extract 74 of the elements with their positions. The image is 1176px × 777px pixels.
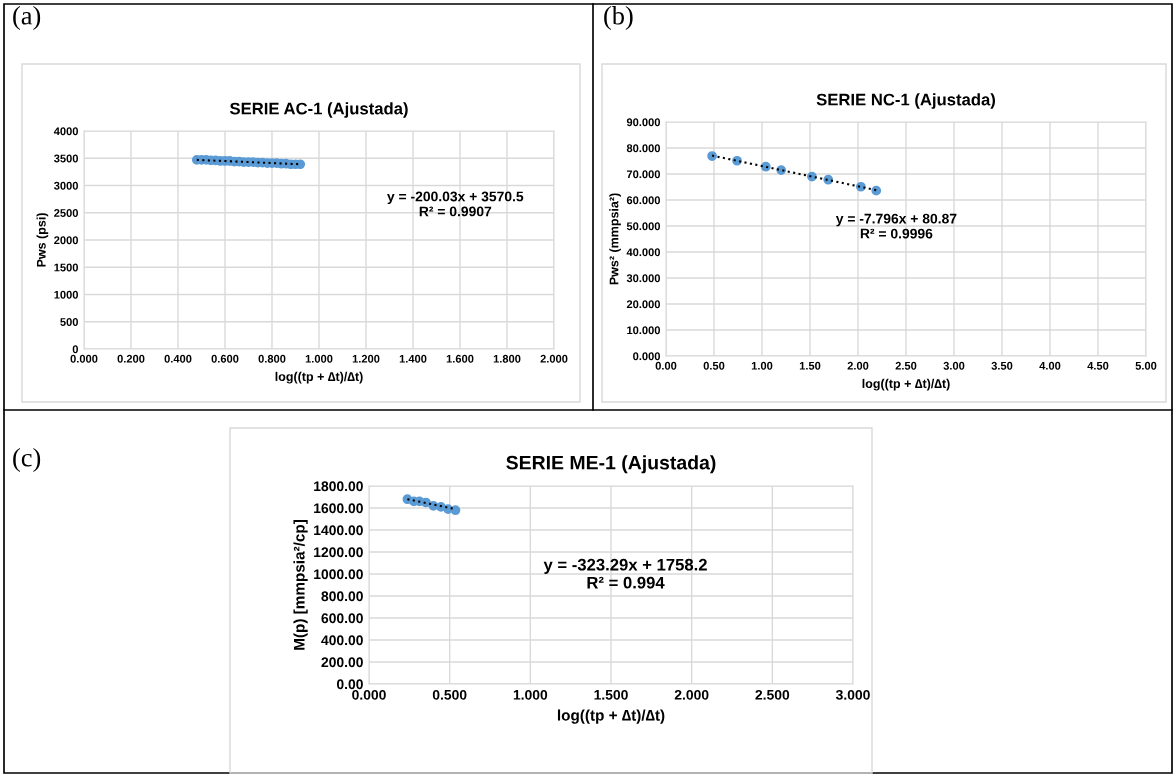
x-tick-label: 1.50 [799,361,821,370]
x-tick-label: 2.000 [674,689,709,700]
x-tick-label: 1.000 [305,354,333,363]
y-tick-label: 1600.00 [314,503,363,514]
x-tick-label: 2.50 [895,361,917,370]
x-tick-label: 1.600 [446,354,474,363]
x-tick-label: 0.50 [703,361,725,370]
y-axis-title: Pws (psi) [36,213,49,267]
y-axis-title: M(p) [mmpsia²/cp] [293,520,308,650]
y-tick-label: 70.000 [626,170,660,179]
chart-title: SERIE ME-1 (Ajustada) [506,455,716,474]
y-tick-label: 1800.00 [314,481,363,492]
x-tick-label: 5.00 [1135,361,1157,370]
x-tick-label: 1.400 [399,354,427,363]
x-tick-label: 1.000 [513,689,548,700]
y-tick-label: 60.000 [626,196,660,205]
text: (c) [13,448,41,472]
y-tick-label: 1500 [54,263,78,272]
x-tick-label: 3.000 [835,689,870,700]
x-axis-title: log((tp + ∆t)/∆t) [862,378,950,391]
x-tick-label: 0.500 [432,689,467,700]
y-tick-label: 10.000 [627,326,660,335]
y-tick-label: 2000 [54,236,78,245]
y-tick-label: 1000 [54,290,78,299]
chart-title: SERIE AC-1 (Ajustada) [229,102,408,118]
x-tick-label: 0.400 [164,354,192,363]
y-tick-label: 3000 [53,181,78,190]
x-tick-label: 0.00 [655,361,677,370]
annotation: y = -200.03x + 3570.5 R² = 0.9907 [387,191,524,217]
text: (b) [604,6,633,30]
x-tick-label: 0.000 [352,689,386,700]
y-tick-label: 500 [60,318,78,326]
y-tick-label: 800.00 [321,591,363,602]
y-tick-label: 200.00 [321,657,363,668]
x-axis-title: log((tp + ∆t)/∆t) [557,709,665,724]
x-tick-label: 0.600 [211,354,239,363]
y-tick-label: 3500 [53,154,78,163]
x-tick-label: 3.50 [991,361,1013,370]
y-tick-label: 400.00 [321,635,363,646]
chart-title: SERIE NC-1 (Ajustada) [816,93,995,109]
y-tick-label: 0.00 [336,679,363,690]
y-tick-label: 80.000 [626,144,660,153]
x-tick-label: 4.00 [1039,361,1061,370]
y-tick-label: 1200.00 [314,547,363,558]
x-tick-label: 1.500 [594,689,628,700]
annotation: y = -7.796x + 80.87 R² = 0.9996 [835,213,957,239]
x-axis-title: log((tp + ∆t)/∆t) [275,371,363,384]
x-tick-label: 2.000 [540,354,568,363]
y-tick-label: 40.000 [626,248,660,257]
y-tick-label: 1400.00 [314,525,363,536]
y-tick-label: 600.00 [321,613,363,624]
y-axis-title: Pws² (mmpsia²) [609,193,621,285]
y-tick-label: 4000 [53,127,78,136]
point [450,505,461,516]
y-tick-label: 90.000 [626,118,660,127]
text: (a) [13,6,41,30]
annotation: y = -323.29x + 1758.2 R² = 0.994 [543,558,707,589]
y-tick-label: 30.000 [626,274,660,283]
x-tick-label: 2.500 [755,689,790,700]
y-tick-label: 20.000 [626,300,660,309]
point [871,185,882,196]
y-tick-label: 2500 [54,209,78,217]
x-tick-label: 3.00 [943,361,965,370]
x-tick-label: 1.800 [493,354,521,363]
x-tick-label: 0.200 [117,354,145,363]
x-tick-label: 0.800 [258,354,286,363]
y-tick-label: 1000.00 [314,569,363,580]
y-tick-label: 0 [72,345,78,354]
x-tick-label: 1.200 [352,354,380,363]
x-tick-label: 1.00 [751,361,773,370]
x-tick-label: 2.00 [847,361,869,370]
x-tick-label: 0.000 [70,354,98,363]
x-tick-label: 4.50 [1087,361,1109,370]
y-tick-label: 50.000 [626,222,660,231]
